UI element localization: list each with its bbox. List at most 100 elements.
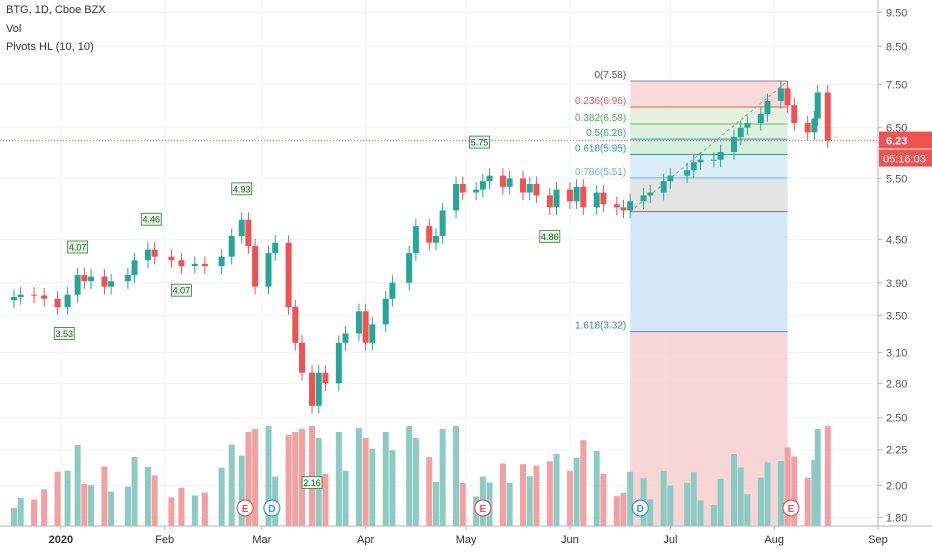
candle-body <box>757 114 764 124</box>
candle-body <box>824 92 831 141</box>
candle-body <box>17 294 24 298</box>
time-tick-label: Sep <box>868 534 888 546</box>
volume-bar <box>108 491 115 526</box>
candle-body <box>710 159 717 161</box>
fib-zone <box>630 331 788 526</box>
volume-bar <box>777 460 784 526</box>
candle-body <box>369 324 376 343</box>
fib-level-label: 0.618(5.95) <box>575 144 626 155</box>
candle-body <box>201 263 208 267</box>
candle-body <box>168 256 175 261</box>
candle-body <box>486 175 493 182</box>
candle-body <box>342 333 349 343</box>
volume-bar <box>369 448 376 526</box>
volume-bar <box>546 461 553 526</box>
volume-bar <box>824 426 831 526</box>
candle-body <box>285 242 292 308</box>
candle-body <box>533 183 540 196</box>
candle-body <box>322 372 329 384</box>
volume-legend[interactable]: Vol <box>6 23 22 35</box>
dividend-marker[interactable] <box>263 499 281 517</box>
candle-body <box>299 342 305 373</box>
candle-body <box>647 192 654 196</box>
time-tick-label: Apr <box>357 534 374 546</box>
candle-body <box>717 152 724 160</box>
pivot-label-box <box>67 240 89 254</box>
candle-body <box>144 249 151 261</box>
volume-bar <box>309 426 316 526</box>
pivot-label-box <box>171 283 192 297</box>
pivots-legend[interactable]: Pivots HL (10, 10) <box>6 41 94 53</box>
price-tick-label: 8.50 <box>886 41 907 53</box>
candle-body <box>640 195 647 202</box>
volume-bar <box>238 455 245 526</box>
fib-zone <box>630 154 788 178</box>
volume-bar <box>11 508 17 526</box>
volume-bar <box>757 477 764 526</box>
time-tick-label: Jun <box>561 534 579 546</box>
candle-body <box>580 186 587 208</box>
volume-bar <box>74 445 81 526</box>
candle-body <box>690 162 697 171</box>
time-tick-label: Jul <box>663 534 677 546</box>
candle-body <box>335 342 342 384</box>
candle-body <box>406 253 413 283</box>
candle-body <box>573 186 580 202</box>
volume-bar <box>252 429 259 526</box>
time-tick-label: Feb <box>155 534 174 546</box>
volume-bar <box>804 477 811 526</box>
fib-retracement[interactable]: 0(7.58) 0.236(6.96) 0.382(6.58) 0.5(6.26) 0.… <box>575 70 788 526</box>
fib-level-label: 0.5(6.26) <box>586 128 626 139</box>
pivot-label-box <box>469 135 490 149</box>
pivot-labels: 4.07 3.53 4.46 4.07 4.93 2.16 5.75 4.86 <box>53 135 561 489</box>
fib-trend-line <box>629 80 788 213</box>
volume-bar <box>690 472 697 526</box>
volume-bar <box>389 450 396 526</box>
candle-body <box>426 226 433 243</box>
candle-body <box>804 123 811 133</box>
candle-body <box>620 207 627 211</box>
volume-bar <box>426 457 433 526</box>
volume-bar <box>41 489 48 526</box>
candle-body <box>41 295 48 299</box>
candle-body <box>272 242 279 254</box>
pivot-label-box <box>53 327 75 340</box>
candle-body <box>265 253 272 287</box>
fib-level-label: 0.786(5.51) <box>575 167 626 178</box>
fib-zone <box>630 139 788 155</box>
event-marker-label: D <box>268 504 275 515</box>
volume-bar <box>506 482 513 526</box>
volume-bar <box>660 470 667 526</box>
time-tick-label: 2020 <box>49 534 73 546</box>
countdown-label: 05:16:03 <box>883 154 926 166</box>
candle-body <box>228 235 235 257</box>
volume-bar <box>54 471 61 526</box>
volume-bar <box>697 500 704 526</box>
volume-bar <box>382 432 389 526</box>
volume-bar <box>600 473 607 526</box>
candle-body <box>791 105 798 124</box>
fib-zone <box>630 211 788 332</box>
volume-bar <box>335 432 342 526</box>
volume-bar <box>453 426 460 526</box>
volume-bar <box>684 482 691 526</box>
earnings-marker[interactable] <box>474 499 492 517</box>
volume-bar <box>667 485 674 526</box>
price-tick-label: 2.25 <box>886 445 907 457</box>
pivot-label-box <box>301 476 323 489</box>
earnings-marker[interactable] <box>782 499 800 517</box>
pivot-label-box <box>140 212 162 226</box>
volume-bar <box>362 438 369 526</box>
volume-bar <box>731 454 737 526</box>
fib-zone <box>630 123 788 140</box>
dividend-marker[interactable] <box>631 499 649 517</box>
candle-body <box>31 294 38 296</box>
earnings-marker[interactable] <box>236 499 254 517</box>
symbol-legend[interactable]: BTG, 1D, Cboe BZX <box>6 4 106 16</box>
fib-zone <box>630 81 788 107</box>
time-tick-label: Aug <box>764 534 784 546</box>
fib-level-label: 1.618(3.32) <box>575 321 626 332</box>
